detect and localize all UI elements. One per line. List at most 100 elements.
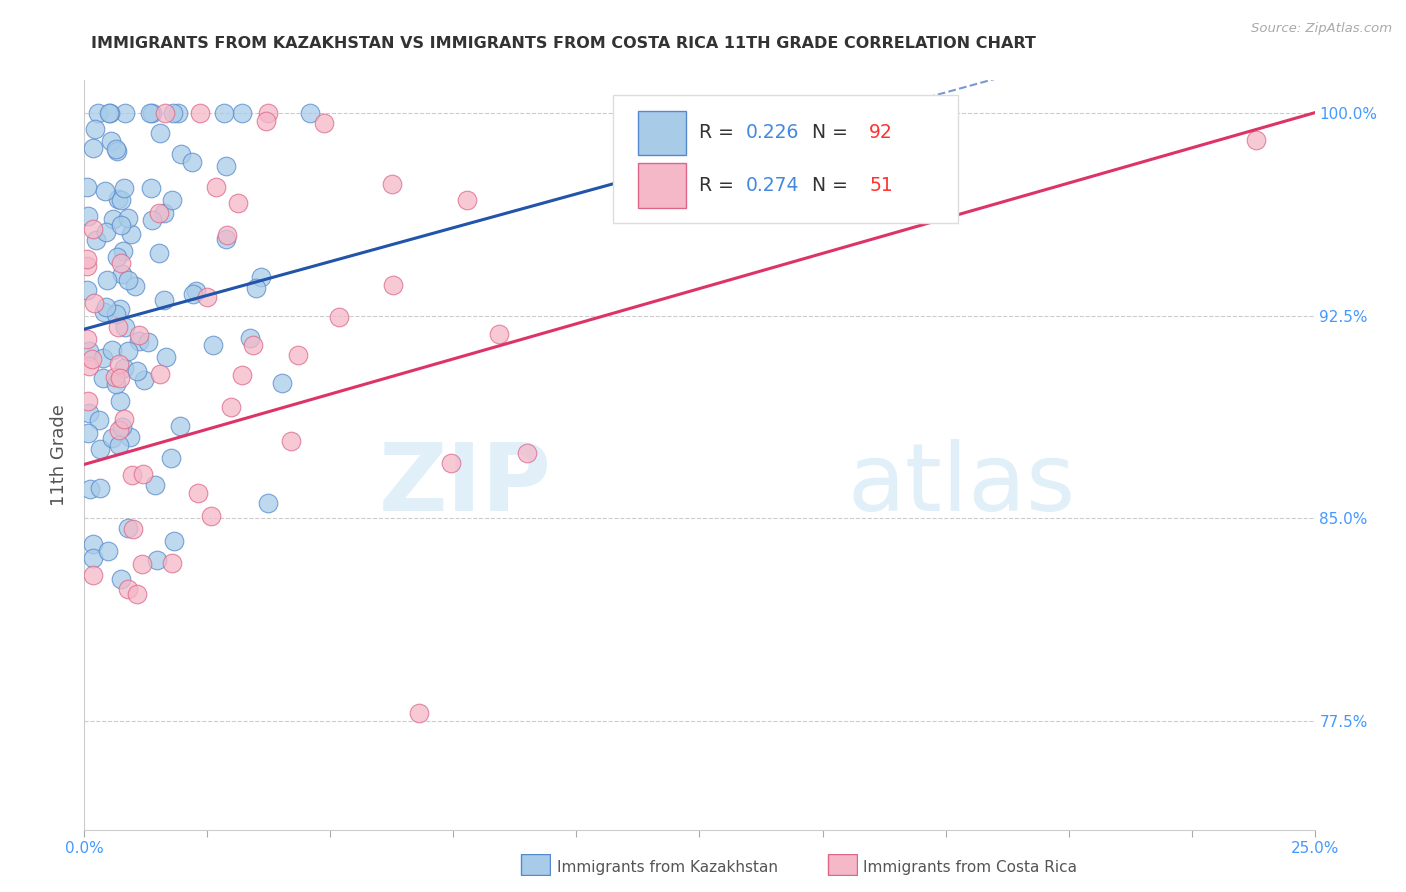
Text: 0.226: 0.226 [747,123,800,142]
Text: Source: ZipAtlas.com: Source: ZipAtlas.com [1251,22,1392,36]
Point [117,273,139,287]
Point [117,582,139,596]
Point [153,206,176,220]
Point [188,105,211,120]
Point [280,434,302,448]
Point [381,177,404,191]
Point [105,251,128,265]
Point [200,509,222,524]
Point [76,425,98,440]
Point [118,430,141,444]
Point [139,181,162,195]
Point [100,431,122,445]
Text: Immigrants from Kazakhstan: Immigrants from Kazakhstan [557,860,778,874]
Point [167,105,190,120]
Point [215,232,238,246]
Text: N =: N = [800,176,855,194]
Point [110,371,132,385]
Point [1244,133,1267,147]
Point [117,521,139,535]
Point [82,141,104,155]
Point [96,225,118,239]
Point [98,105,121,120]
Point [112,361,135,376]
Point [89,442,111,456]
Point [128,328,150,343]
Point [127,364,149,378]
Point [76,283,98,297]
Point [77,394,100,409]
Point [155,350,177,364]
Point [256,114,278,128]
Point [215,227,238,242]
Point [107,192,129,206]
Point [231,368,253,382]
Point [76,259,98,273]
Text: 92: 92 [869,123,893,142]
Point [112,181,135,195]
FancyBboxPatch shape [828,855,856,875]
Point [108,438,131,452]
Point [312,116,335,130]
Text: atlas: atlas [848,439,1076,531]
Text: 0.274: 0.274 [747,176,800,194]
Point [153,293,176,307]
Point [98,105,121,120]
Point [298,105,321,120]
Point [84,121,107,136]
Point [162,105,184,120]
Point [215,160,238,174]
Point [100,134,122,148]
Point [242,338,264,352]
Point [110,256,132,270]
Point [108,423,131,437]
Point [89,482,111,496]
Point [180,155,202,169]
Text: 51: 51 [869,176,893,194]
FancyBboxPatch shape [613,95,957,223]
Point [163,533,186,548]
Point [82,222,104,236]
Point [131,557,153,571]
Point [105,145,128,159]
Text: N =: N = [800,123,855,142]
Point [169,147,191,161]
Point [287,348,309,362]
Point [111,244,134,259]
Point [146,553,169,567]
Point [84,233,107,247]
Point [93,305,115,319]
Text: R =: R = [700,123,741,142]
Point [96,273,118,287]
Point [83,296,105,310]
Point [271,376,294,391]
Point [136,334,159,349]
Point [82,568,104,582]
Point [143,477,166,491]
Point [111,420,134,434]
Point [91,351,114,366]
Point [328,310,350,324]
Point [257,496,280,510]
Point [149,367,172,381]
Point [107,320,129,334]
Point [76,252,98,267]
Point [105,376,128,391]
Text: Immigrants from Costa Rica: Immigrants from Costa Rica [863,860,1077,874]
Point [181,286,204,301]
Point [160,556,183,570]
Point [408,706,430,721]
Point [112,412,135,426]
Point [153,105,176,120]
Point [114,319,136,334]
Point [110,267,132,281]
Point [141,212,163,227]
Point [80,352,103,367]
Point [77,406,100,420]
Point [128,334,150,348]
Point [82,536,104,550]
Point [101,212,124,227]
Point [456,194,478,208]
Point [488,327,510,342]
FancyBboxPatch shape [522,855,550,875]
